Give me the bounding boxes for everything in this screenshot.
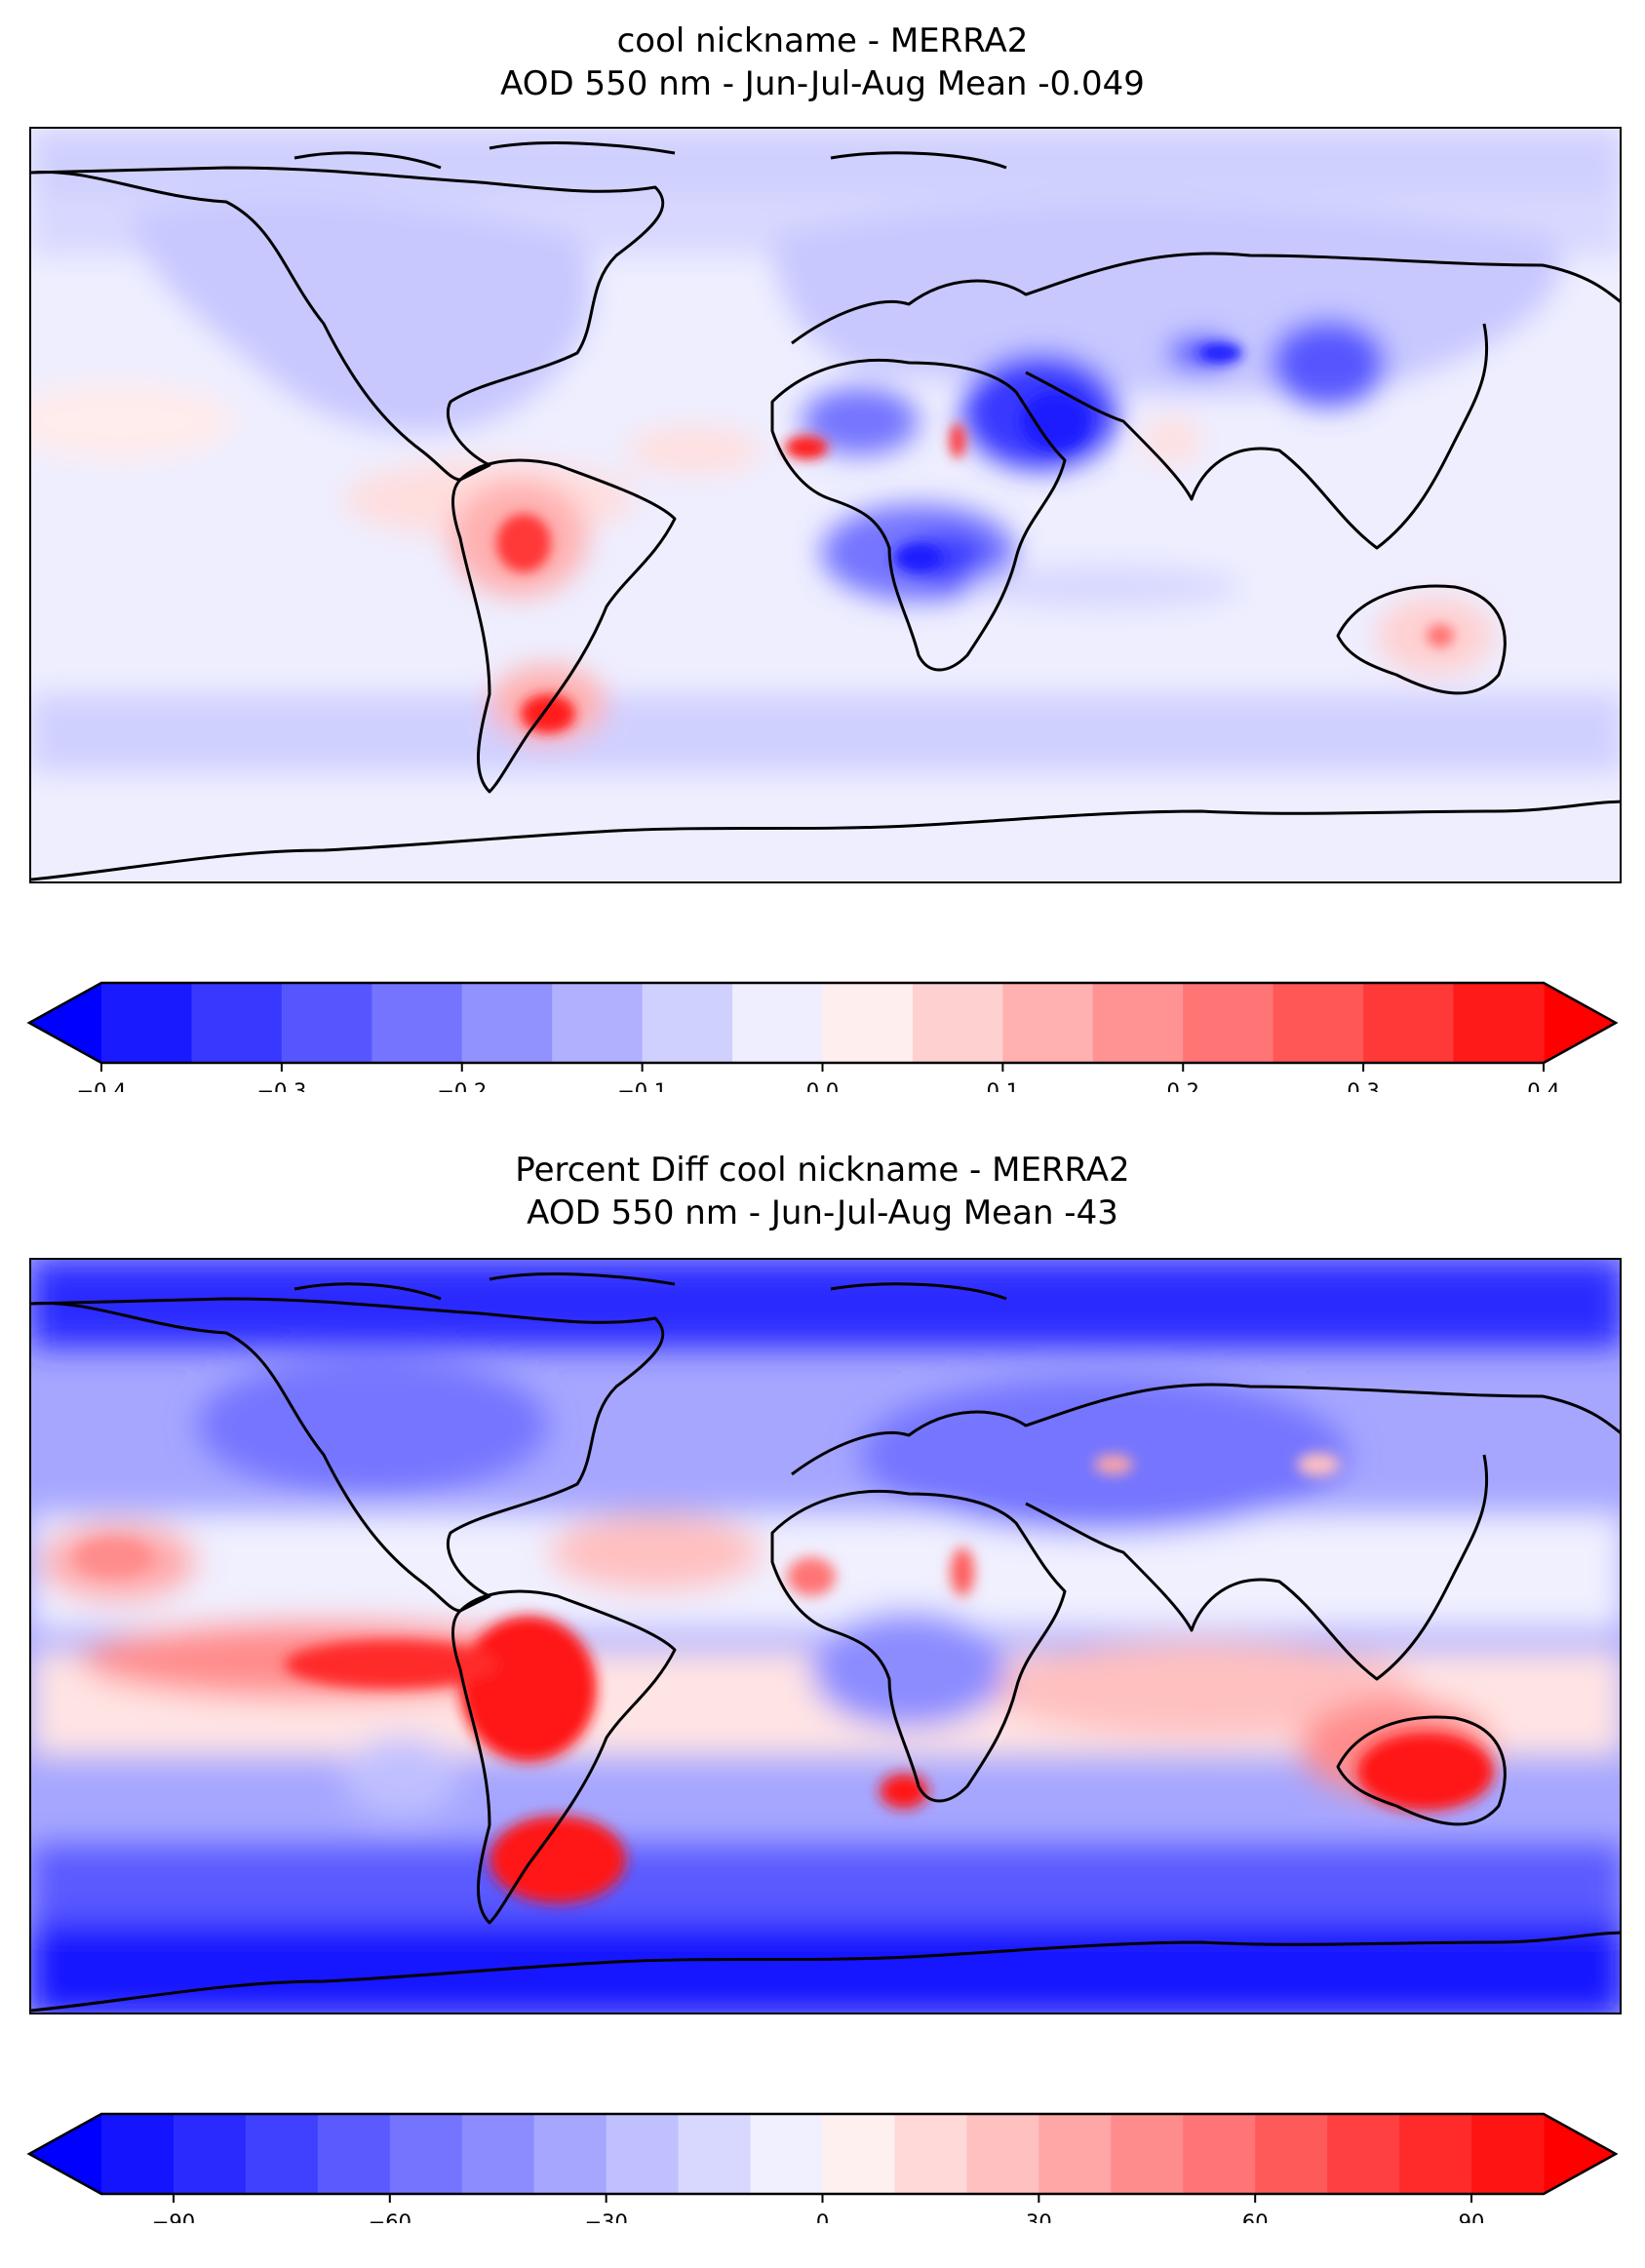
panel1-colorbar-segment xyxy=(101,983,193,1063)
panel2-colorbar-segment xyxy=(1038,2114,1112,2194)
panel2-title-line2: AOD 550 nm - Jun-Jul-Aug Mean -43 xyxy=(527,1193,1118,1232)
panel1-colorbar-segment xyxy=(281,983,372,1063)
panel2-colorbar-segment xyxy=(389,2114,463,2194)
panel2-map xyxy=(29,1258,1622,2014)
panel2-map-svg xyxy=(31,1260,1620,2013)
panel1-title-line1: cool nickname - MERRA2 xyxy=(616,21,1029,60)
panel2-colorbar-segment xyxy=(1399,2114,1472,2194)
panel1-colorbar-tick-label: 0.1 xyxy=(987,1079,1019,1092)
panel1-colorbar-tick-label: 0.4 xyxy=(1527,1079,1559,1092)
panel1-colorbar-segment xyxy=(1092,983,1184,1063)
panel1-colorbar-segment xyxy=(552,983,644,1063)
panel1-colorbar-over-extend xyxy=(1544,983,1616,1063)
panel1-colorbar-tick-label: 0.0 xyxy=(806,1079,839,1092)
panel1-colorbar-segment xyxy=(1002,983,1094,1063)
panel2-colorbar-segment xyxy=(317,2114,391,2194)
panel1-map xyxy=(29,127,1622,883)
panel1-colorbar-segment xyxy=(642,983,733,1063)
panel1-anomaly-hotspots xyxy=(496,343,1454,733)
panel1-colorbar-segment xyxy=(372,983,463,1063)
panel1-title-line2: AOD 550 nm - Jun-Jul-Aug Mean -0.049 xyxy=(500,64,1145,103)
panel2-colorbar-tick-label: 0 xyxy=(816,2210,829,2223)
panel1-colorbar-tick-label: −0.2 xyxy=(437,1079,487,1092)
panel1-colorbar-tick-label: 0.2 xyxy=(1167,1079,1199,1092)
panel1-colorbar-segment xyxy=(732,983,824,1063)
panel2-colorbar-segment xyxy=(461,2114,535,2194)
panel2-colorbar-over-extend xyxy=(1544,2114,1616,2194)
panel2-colorbar-segment xyxy=(101,2114,175,2194)
panel1-colorbar-tick-label: −0.3 xyxy=(256,1079,306,1092)
panel2-colorbar-tick-label: −90 xyxy=(152,2210,195,2223)
panel1-colorbar-tick-label: −0.4 xyxy=(77,1079,127,1092)
panel2-colorbar-segment xyxy=(966,2114,1039,2194)
panel2-colorbar-segment xyxy=(1183,2114,1256,2194)
panel2-colorbar-tick-label: 60 xyxy=(1242,2210,1269,2223)
panel1-colorbar-segment xyxy=(822,983,914,1063)
panel2-colorbar-tick-label: 90 xyxy=(1459,2210,1485,2223)
panel2-colorbar: −90 −60 −30 0 30 60 90 xyxy=(26,2112,1619,2223)
panel2-colorbar-segment xyxy=(173,2114,247,2194)
panel1-colorbar: −0.4 −0.3 −0.2 −0.1 0.0 0.1 0.2 0.3 0.4 xyxy=(26,981,1619,1092)
panel1-colorbar-segment xyxy=(191,983,283,1063)
panel2-title-line1: Percent Diff cool nickname - MERRA2 xyxy=(515,1151,1130,1190)
panel1-colorbar-tick-label: 0.3 xyxy=(1347,1079,1379,1092)
panel2-colorbar-segment xyxy=(894,2114,967,2194)
panel2-colorbar-tick-label: −60 xyxy=(369,2210,411,2223)
panel2-colorbar-segment xyxy=(1471,2114,1545,2194)
panel2-percent-hotspots xyxy=(75,1453,1494,1903)
panel2-colorbar-segment xyxy=(1255,2114,1328,2194)
panel2-colorbar-segment xyxy=(678,2114,752,2194)
panel1-colorbar-segment xyxy=(461,983,553,1063)
panel2-colorbar-tick-label: 30 xyxy=(1026,2210,1052,2223)
panel2-colorbar-segment xyxy=(245,2114,319,2194)
panel1-coastlines xyxy=(31,141,1620,881)
panel1-colorbar-segment xyxy=(912,983,1003,1063)
panel1-colorbar-segment xyxy=(1453,983,1545,1063)
panel2-colorbar-under-extend xyxy=(29,2114,101,2194)
panel1-colorbar-under-extend xyxy=(29,983,101,1063)
panel1-colorbar-segment xyxy=(1183,983,1274,1063)
panel2-colorbar-segment xyxy=(750,2114,824,2194)
panel2-colorbar-outline xyxy=(26,2112,1619,2196)
panel2-colorbar-segment xyxy=(822,2114,896,2194)
panel1-colorbar-tick-label: −0.1 xyxy=(617,1079,667,1092)
panel1-colorbar-segment xyxy=(1363,983,1455,1063)
panel1-colorbar-segment xyxy=(1273,983,1364,1063)
panel1-map-svg xyxy=(31,129,1620,881)
panel2-colorbar-segment xyxy=(1327,2114,1400,2194)
panel2-colorbar-segment xyxy=(533,2114,607,2194)
panel2-coastlines xyxy=(31,1272,1620,2013)
panel2-colorbar-segment xyxy=(606,2114,680,2194)
panel2-colorbar-segment xyxy=(1111,2114,1184,2194)
panel2-colorbar-tick-label: −30 xyxy=(584,2210,627,2223)
